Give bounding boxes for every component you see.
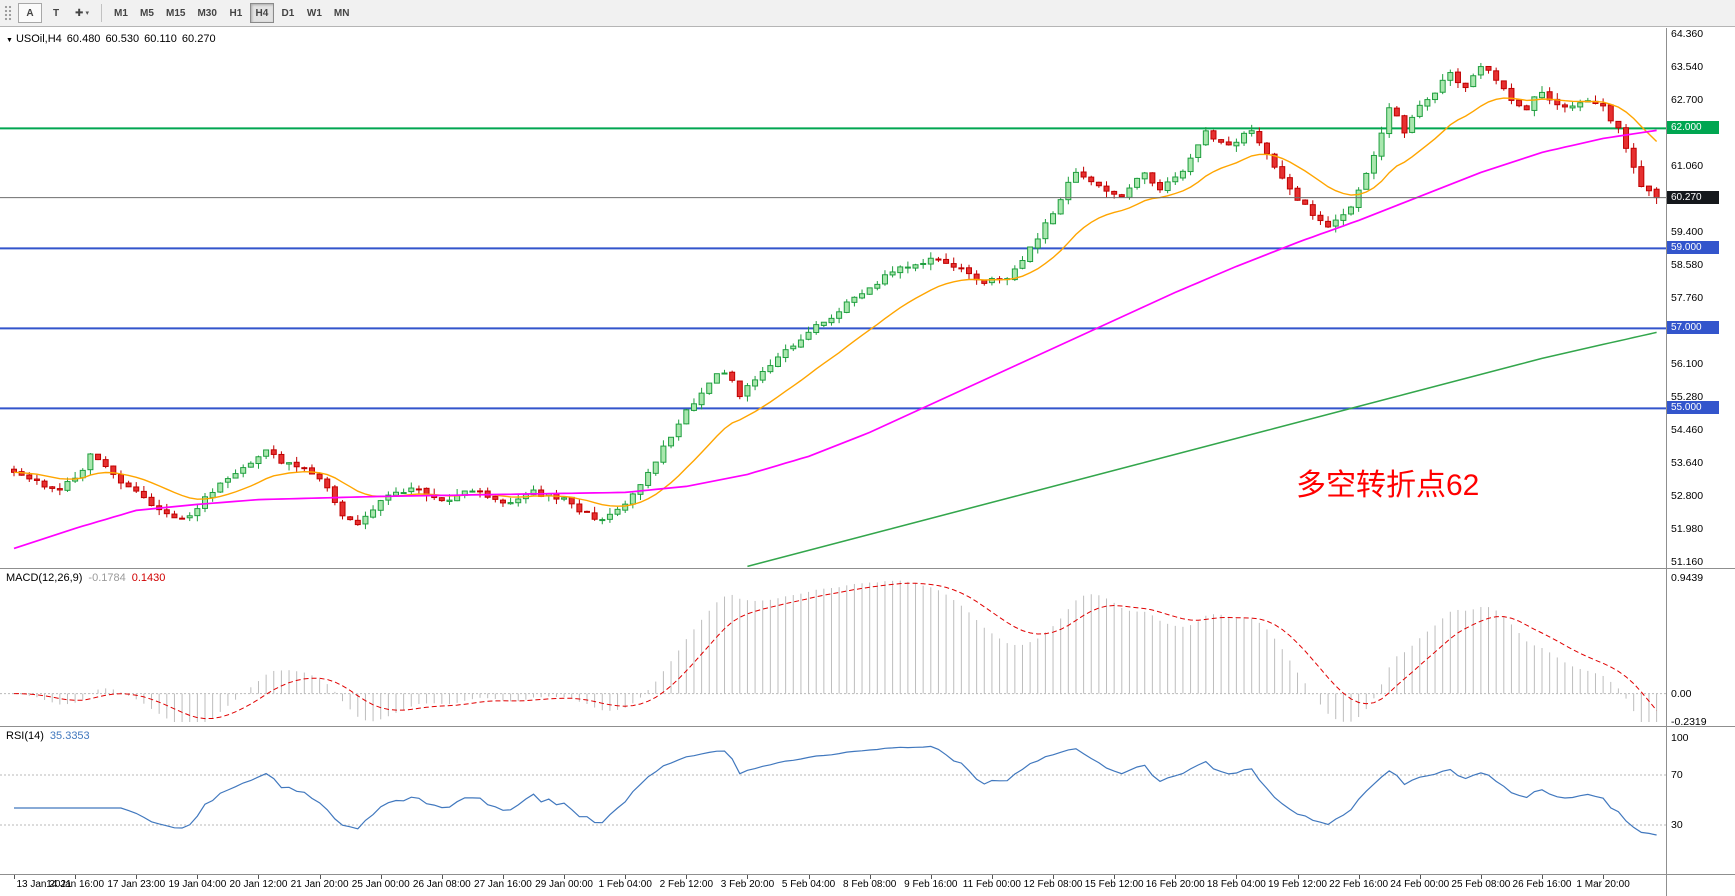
macd-value-signal: 0.1430 [131, 572, 166, 584]
timeframe-button-d1[interactable]: D1 [276, 3, 300, 23]
text-label-button[interactable]: T [44, 3, 68, 23]
price-axis-border [1666, 28, 1667, 896]
quote-line: ▼ USOil,H4 60.480 60.530 60.110 60.270 [6, 33, 221, 45]
rsi-value: 35.3353 [49, 730, 90, 742]
timeframe-button-mn[interactable]: MN [329, 3, 355, 23]
quote-open: 60.480 [66, 33, 101, 45]
pane-separator-macd[interactable] [0, 568, 1735, 569]
timeframe-button-w1[interactable]: W1 [302, 3, 327, 23]
quote-low: 60.110 [144, 33, 177, 45]
timeframe-button-h1[interactable]: H1 [224, 3, 248, 23]
timeframe-button-m30[interactable]: M30 [192, 3, 221, 23]
drawing-tool-dropdown[interactable]: ✚ ▾ [70, 3, 94, 23]
symbol-period-label: USOil,H4 [15, 33, 62, 45]
timeframe-button-m1[interactable]: M1 [109, 3, 133, 23]
macd-value-main: -0.1784 [88, 572, 126, 584]
timeframe-button-m15[interactable]: M15 [161, 3, 190, 23]
crosshair-icon: ✚ [75, 7, 84, 19]
toolbar: A T ✚ ▾ M1 M5 M15 M30 H1 H4 D1 W1 MN [0, 0, 1735, 27]
macd-layer [0, 580, 1666, 722]
chevron-down-icon: ▾ [85, 10, 89, 17]
quote-high: 60.530 [105, 33, 140, 45]
quote-close: 60.270 [181, 33, 216, 45]
chart-dropdown-arrow[interactable]: ▼ [6, 37, 13, 44]
text-annotation-button[interactable]: A [18, 3, 42, 23]
macd-name: MACD(12,26,9) [6, 572, 83, 584]
toolbar-drag-handle[interactable] [4, 5, 12, 21]
pane-separator-rsi[interactable] [0, 726, 1735, 727]
pane-separator-timescale [0, 874, 1735, 875]
rsi-name: RSI(14) [6, 730, 44, 742]
time-axis[interactable] [0, 875, 1735, 896]
timeframe-button-m5[interactable]: M5 [135, 3, 159, 23]
timeframe-button-h4[interactable]: H4 [249, 3, 274, 23]
rsi-label: RSI(14) 35.3353 [6, 730, 96, 742]
hlines-layer [0, 127, 1666, 410]
macd-label: MACD(12,26,9) -0.1784 0.1430 [6, 572, 171, 584]
toolbar-separator [101, 4, 102, 22]
price-axis[interactable] [1667, 28, 1735, 875]
chart-annotation[interactable]: 多空转折点62 [1296, 469, 1480, 502]
rsi-layer [0, 745, 1666, 836]
